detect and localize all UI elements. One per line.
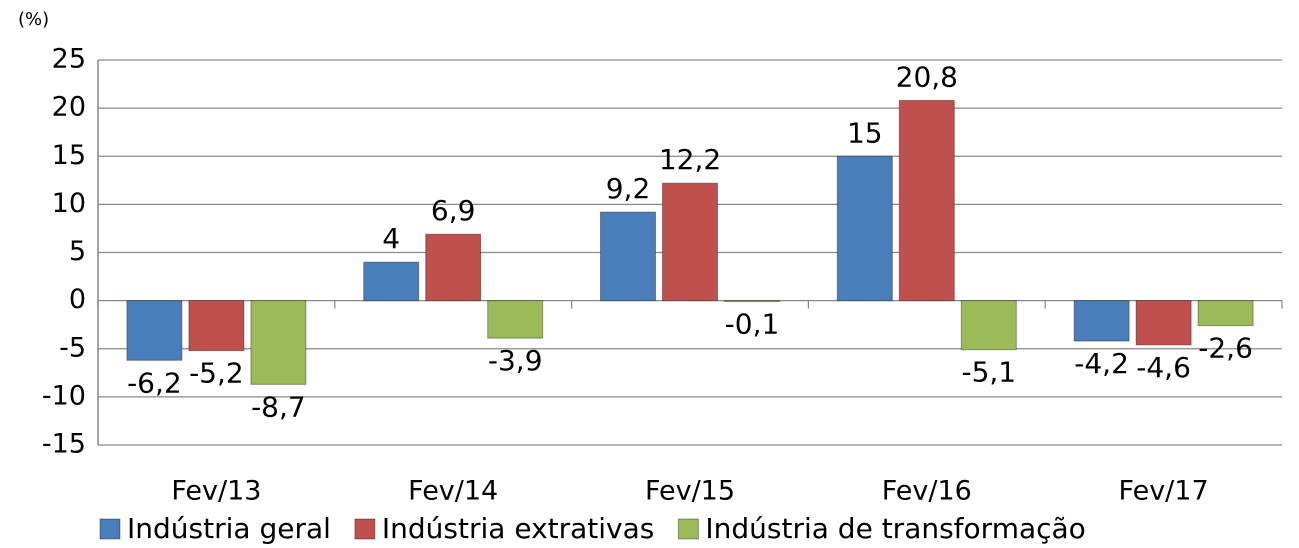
y-tick-label: 5 (69, 236, 86, 267)
bar (487, 300, 544, 339)
bar (1135, 300, 1192, 346)
value-label: 20,8 (896, 60, 958, 93)
x-tick-label: Fev/17 (1119, 476, 1209, 507)
x-tick-label: Fev/16 (882, 476, 972, 507)
value-label: -0,1 (725, 308, 780, 341)
value-label: -3,9 (488, 344, 543, 377)
legend-label: Indústria de transformação (705, 512, 1085, 545)
y-tick-label: -15 (42, 429, 86, 460)
bar (250, 300, 307, 385)
y-tick-label: 25 (52, 44, 86, 75)
bar (898, 99, 955, 302)
legend-label: Indústria geral (127, 512, 331, 545)
y-axis-label: (%) (18, 9, 49, 30)
bar (1073, 300, 1130, 342)
bar (425, 233, 482, 302)
y-tick-label: -10 (42, 380, 86, 411)
value-label: 15 (847, 116, 883, 149)
bar (724, 300, 780, 303)
value-label: -4,2 (1074, 347, 1129, 380)
x-tick-label: Fev/14 (408, 476, 498, 507)
legend-swatch (677, 518, 699, 540)
value-label: -4,6 (1136, 351, 1191, 384)
bar (188, 300, 245, 352)
value-label: -8,7 (251, 390, 306, 423)
x-tick-label: Fev/15 (645, 476, 735, 507)
value-label: 4 (382, 222, 400, 255)
y-tick-label: -5 (59, 332, 86, 363)
legend-label: Indústria extrativas (382, 512, 654, 545)
value-label: -5,2 (189, 357, 244, 390)
value-label: -2,6 (1198, 332, 1253, 365)
legend-swatch (99, 518, 121, 540)
bar (600, 211, 656, 302)
value-label: 6,9 (431, 194, 476, 227)
bar (1197, 300, 1254, 327)
y-tick-label: 0 (69, 284, 86, 315)
bar (363, 261, 420, 302)
y-tick-label: 20 (52, 92, 86, 123)
value-label: 9,2 (606, 172, 651, 205)
bar (662, 182, 718, 302)
legend-swatch (354, 518, 376, 540)
bar (126, 300, 183, 361)
value-label: -5,1 (961, 356, 1016, 389)
value-label: -6,2 (127, 366, 182, 399)
x-tick-label: Fev/13 (171, 476, 261, 507)
value-label: 12,2 (659, 143, 721, 176)
y-tick-label: 15 (52, 140, 86, 171)
bar (836, 155, 893, 302)
bar (960, 300, 1017, 351)
y-tick-label: 10 (52, 188, 86, 219)
